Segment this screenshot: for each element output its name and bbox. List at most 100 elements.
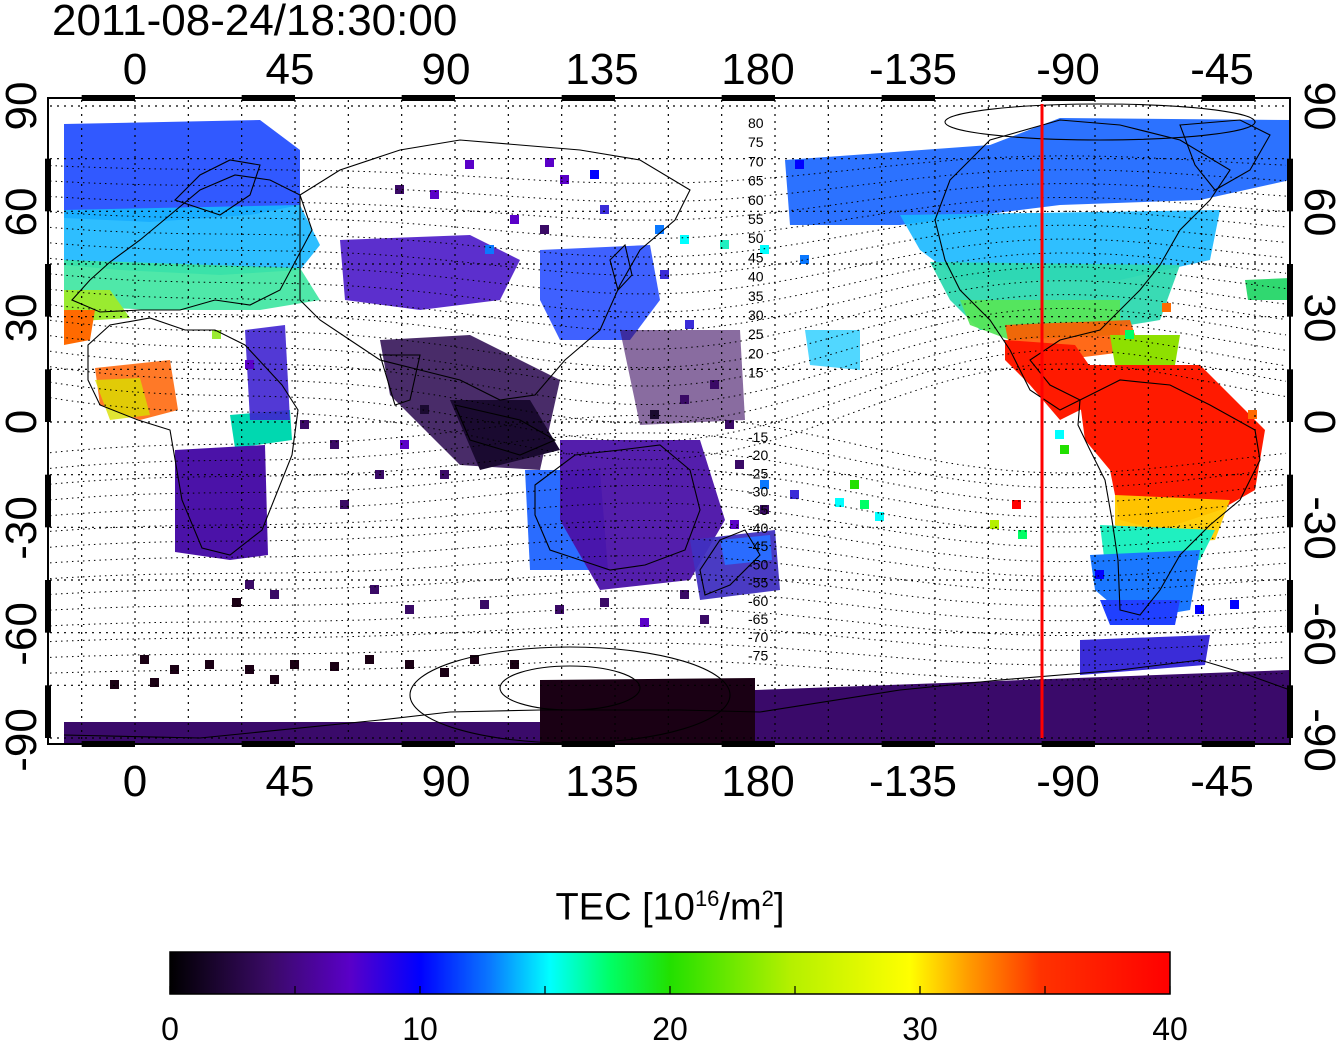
colorbar-title-unit-exponent: 2: [761, 886, 774, 911]
north-pole-contour: [944, 103, 1256, 141]
tec-observation: [680, 395, 689, 404]
map-title: 2011-08-24/18:30:00: [52, 0, 458, 45]
right-axis-label: 30: [1295, 294, 1340, 343]
tec-region-central-asia: [340, 235, 520, 310]
tec-observation: [725, 420, 734, 429]
left-axis-label: 0: [0, 410, 46, 434]
tec-observation: [440, 470, 449, 479]
tec-observation: [685, 320, 694, 329]
tec-observation: [485, 245, 494, 254]
colorbar-title-unit: /m: [719, 886, 762, 929]
tec-observation: [510, 660, 519, 669]
tec-observation: [1195, 605, 1204, 614]
tec-observation: [245, 580, 254, 589]
left-axis-label: -90: [0, 708, 46, 772]
frame-tick-band: [241, 95, 295, 101]
contour-label-north: 30: [748, 307, 764, 323]
contour-label-south: -45: [748, 538, 768, 554]
tec-region-caribbean: [1110, 335, 1180, 365]
tec-region-north-america-arctic: [785, 118, 1290, 225]
frame-tick-band: [1287, 158, 1293, 212]
frame-tick-band: [45, 158, 51, 212]
tec-region-indonesia: [450, 400, 560, 470]
tec-observation: [660, 270, 669, 279]
coast-europe: [71, 174, 313, 313]
tec-region-europe-low: [64, 260, 320, 310]
frame-tick-band: [721, 741, 775, 747]
tec-region-europe-mid: [64, 205, 320, 275]
colorbar-tick-label: 30: [902, 1011, 938, 1042]
top-axis-label: -90: [1036, 45, 1100, 94]
tec-observation: [850, 480, 859, 489]
colorbar-tick-label: 40: [1152, 1011, 1188, 1042]
contour-label-north: 70: [748, 153, 764, 169]
top-axis-label: 90: [422, 45, 471, 94]
bottom-axis-label: 135: [565, 757, 638, 806]
frame-tick-band: [1201, 741, 1255, 747]
colorbar-title-text: TEC [10: [555, 886, 695, 929]
tec-scattered-observations: [110, 158, 1257, 689]
contour-label-north: 80: [748, 115, 764, 131]
coast-greenland: [1179, 119, 1271, 191]
tec-observation: [370, 585, 379, 594]
tec-observation: [1055, 430, 1064, 439]
tec-observation: [232, 598, 241, 607]
left-axis-label: 90: [0, 82, 46, 131]
top-axis-label: 135: [565, 45, 638, 94]
tec-observation: [720, 240, 729, 249]
frame-tick-band: [1201, 95, 1255, 101]
map-grid: [50, 100, 1288, 742]
magnetic-contour: [49, 449, 1287, 504]
tec-region-europe-high: [64, 120, 300, 222]
tec-observation: [760, 505, 769, 514]
frame-tick-band: [1287, 580, 1293, 633]
frame-tick-band: [45, 474, 51, 528]
frame-tick-band: [81, 95, 135, 101]
tec-observation: [560, 175, 569, 184]
tec-observation: [290, 660, 299, 669]
tec-region-antarctica: [540, 678, 755, 744]
contour-label-south: -50: [748, 556, 768, 572]
tec-region-antarctica-east: [755, 670, 1290, 744]
tec-observation: [400, 440, 409, 449]
colorbar-title-exponent: 16: [694, 886, 720, 911]
bottom-axis-label: -135: [869, 757, 957, 806]
tec-observation: [540, 225, 549, 234]
tec-observation: [395, 185, 404, 194]
right-axis-label: -60: [1295, 602, 1340, 666]
top-axis-label: -135: [869, 45, 957, 94]
tec-observation: [205, 660, 214, 669]
tec-observation: [990, 520, 999, 529]
tec-observation: [212, 330, 221, 339]
contour-label-north: 65: [748, 173, 764, 189]
tec-observation: [590, 170, 599, 179]
contour-label-south: -35: [748, 502, 768, 518]
bottom-axis-label: 45: [266, 757, 315, 806]
contour-label-north: 55: [748, 211, 764, 227]
tec-region-south-america: [1075, 365, 1265, 530]
frame-tick-band: [561, 741, 615, 747]
contour-label-south: -55: [748, 575, 768, 591]
frame-tick-band: [881, 95, 935, 101]
tec-observation: [1162, 303, 1171, 312]
frame-tick-band: [401, 741, 455, 747]
tec-observation: [1018, 530, 1027, 539]
frame-tick-band: [241, 741, 295, 747]
tec-observation: [330, 662, 339, 671]
coast-asia: [299, 139, 691, 401]
tec-region-tierra-del-fuego: [1100, 600, 1180, 625]
coast-new-zealand: [699, 529, 761, 596]
frame-tick-band: [45, 685, 51, 738]
contour-label-south: -30: [748, 484, 768, 500]
magnetic-contour: [49, 294, 1287, 369]
contour-label-south: -65: [748, 611, 768, 627]
left-axis-label: 30: [0, 294, 46, 343]
tec-region-antarctic-peninsula: [1080, 635, 1210, 675]
tec-region-australia: [560, 440, 725, 590]
top-axis-label: -45: [1190, 45, 1254, 94]
tec-region-pacific-islands: [620, 330, 745, 425]
south-pole-contour-inner: [499, 665, 641, 711]
tec-observation: [640, 618, 649, 627]
colorbar-tick-label: 0: [161, 1011, 179, 1042]
